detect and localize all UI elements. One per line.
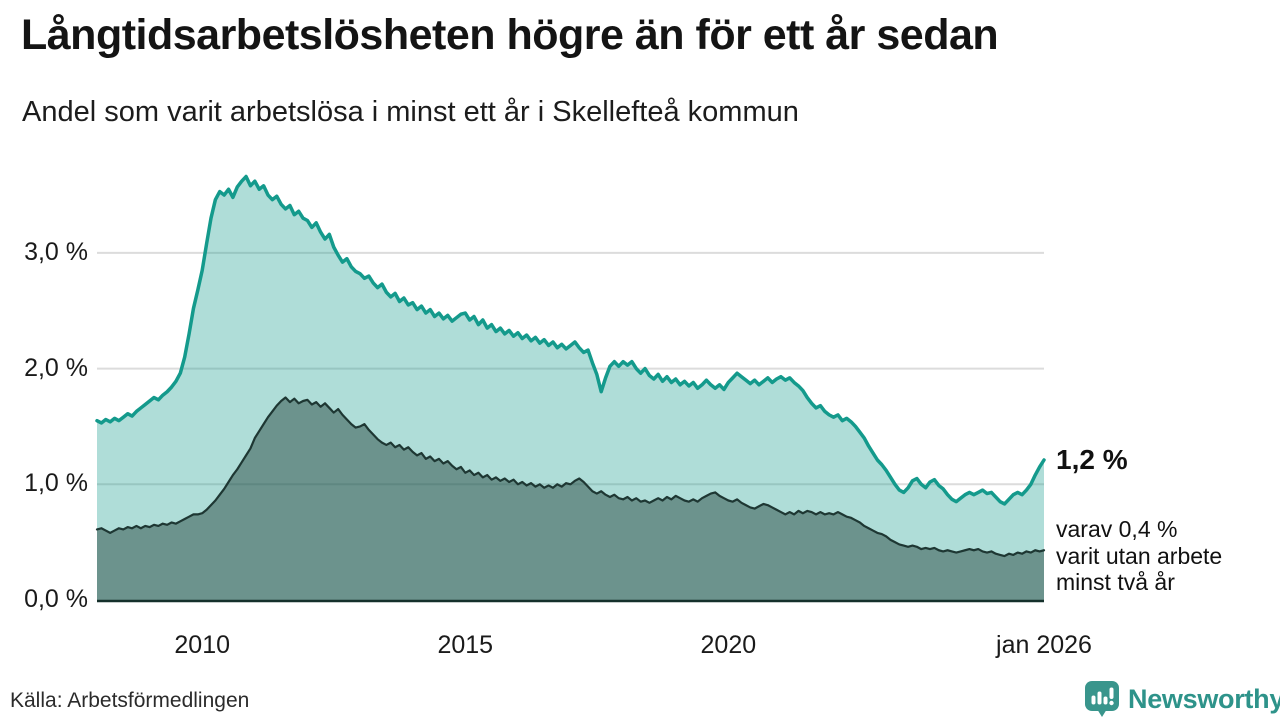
x-axis-label: 2010 — [174, 631, 231, 659]
newsworthy-wordmark: Newsworthy — [1128, 683, 1280, 714]
source-note: Källa: Arbetsförmedlingen — [10, 689, 250, 712]
series-area-1 — [97, 176, 1044, 601]
x-axis-label: jan 2026 — [996, 631, 1092, 659]
x-axis-label: 2020 — [700, 631, 757, 659]
newsworthy-logo: Newsworthy — [1082, 679, 1280, 719]
latest-value-label: 1,2 % — [1056, 444, 1128, 475]
series-line-1 — [95, 174, 1046, 506]
y-axis-label: 0,0 % — [24, 585, 88, 613]
newsworthy-icon — [1085, 681, 1119, 717]
x-axis-label: 2015 — [437, 631, 494, 659]
series-area-2 — [97, 397, 1044, 600]
page-subtitle: Andel som varit arbetslösa i minst ett å… — [22, 96, 799, 128]
y-axis-label: 3,0 % — [24, 237, 88, 266]
y-axis-label: 1,0 % — [24, 469, 88, 498]
page-title: Långtidsarbetslösheten högre än för ett … — [21, 11, 999, 59]
y-axis-label: 2,0 % — [24, 353, 88, 382]
series-line-2 — [95, 396, 1046, 558]
series2-note-label: varav 0,4 % varit utan arbete minst två … — [1056, 516, 1223, 595]
